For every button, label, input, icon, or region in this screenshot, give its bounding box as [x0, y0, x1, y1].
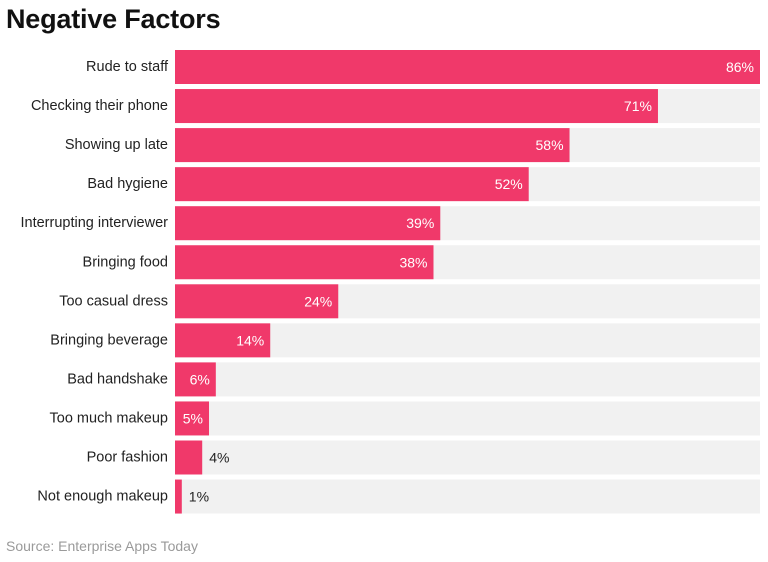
category-label: Too much makeup: [50, 410, 168, 426]
bar: [175, 167, 529, 201]
data-label: 14%: [236, 332, 264, 348]
category-label: Bringing beverage: [50, 332, 168, 348]
bar: [175, 206, 440, 240]
data-label: 71%: [624, 98, 652, 114]
bar: [175, 89, 658, 123]
category-label: Poor fashion: [87, 450, 168, 466]
data-label: 58%: [536, 137, 564, 153]
bar-chart: Rude to staff 86% Checking their phone 71% S…: [0, 0, 768, 530]
category-label: Rude to staff: [86, 59, 169, 75]
bar-track: [175, 362, 760, 396]
bar: [175, 245, 433, 279]
data-label: 4%: [209, 450, 229, 466]
data-label: 86%: [726, 59, 754, 75]
bar: [175, 128, 570, 162]
data-label: 1%: [189, 489, 209, 505]
bar-track: [175, 480, 760, 514]
data-label: 38%: [399, 254, 427, 270]
data-label: 39%: [406, 215, 434, 231]
bar: [175, 50, 760, 84]
category-label: Showing up late: [65, 137, 168, 153]
data-label: 6%: [190, 371, 210, 387]
category-label: Bad hygiene: [87, 176, 168, 192]
source-note: Source: Enterprise Apps Today: [6, 538, 198, 554]
category-label: Too casual dress: [59, 293, 168, 309]
bar: [175, 441, 202, 475]
bar-track: [175, 441, 760, 475]
data-label: 5%: [183, 410, 203, 426]
category-label: Bad handshake: [67, 371, 168, 387]
category-label: Not enough makeup: [37, 489, 168, 505]
category-label: Bringing food: [83, 254, 168, 270]
bar-track: [175, 401, 760, 435]
category-label: Checking their phone: [31, 98, 168, 114]
data-label: 52%: [495, 176, 523, 192]
category-label: Interrupting interviewer: [21, 215, 169, 231]
data-label: 24%: [304, 293, 332, 309]
bar: [175, 480, 182, 514]
